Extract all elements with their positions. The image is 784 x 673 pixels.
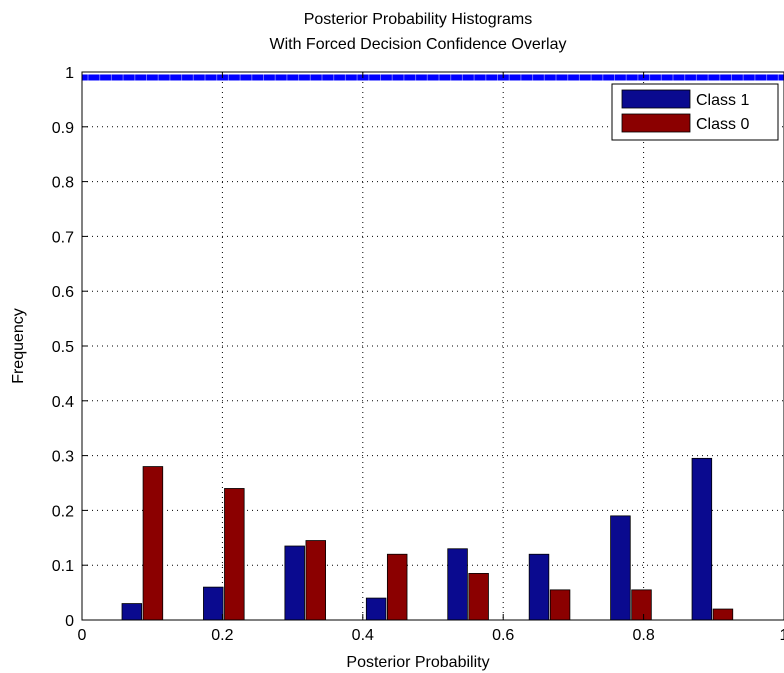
bar-class-1 — [284, 545, 305, 621]
y-tick-label: 0.1 — [52, 558, 74, 575]
y-tick-label: 0.7 — [52, 229, 74, 246]
chart-title-line-1: Posterior Probability Histograms — [304, 11, 533, 28]
ticks-layer: 0 0.2 0.4 0.6 0.8 1 0 0.1 0.2 0.3 0.4 0.5 0.6 0.7 0.8 0… — [52, 65, 784, 644]
bar-class-1 — [691, 457, 713, 621]
bar-class-0 — [142, 466, 164, 621]
legend-label-class-0: Class 0 — [696, 116, 749, 133]
y-tick-label: 0.3 — [52, 449, 74, 466]
bar-class-1 — [365, 597, 387, 621]
legend-swatch-class-1 — [621, 89, 691, 109]
x-tick-label: 0.4 — [352, 627, 374, 644]
confidence-overlay-line — [82, 74, 784, 81]
bar-class-0 — [631, 589, 652, 621]
x-tick-label: 0.6 — [492, 627, 514, 644]
legend-swatch-class-0 — [621, 113, 691, 133]
bar-class-1 — [610, 515, 631, 621]
bar-class-1 — [528, 553, 550, 621]
x-axis-label: Posterior Probability — [346, 654, 489, 671]
y-tick-label: 0.5 — [52, 339, 74, 356]
bar-class-0 — [224, 488, 245, 621]
legend: Class 1 Class 0 — [611, 83, 779, 141]
bar-class-1 — [121, 603, 143, 621]
x-tick-label: 0 — [78, 627, 87, 644]
y-tick-label: 0 — [65, 613, 74, 630]
bar-class-1 — [447, 548, 468, 621]
y-tick-label: 0.4 — [52, 394, 74, 411]
bar-class-0 — [386, 553, 408, 621]
bar-class-0 — [549, 589, 571, 621]
x-tick-label: 1 — [780, 627, 784, 644]
overlay-layer — [82, 74, 784, 81]
bar-class-0 — [712, 608, 734, 621]
y-axis-label: Frequency — [10, 308, 27, 384]
y-tick-label: 0.6 — [52, 284, 74, 301]
x-tick-label: 0.8 — [632, 627, 654, 644]
y-tick-label: 0.2 — [52, 503, 74, 520]
bar-class-0 — [305, 540, 326, 621]
y-tick-label: 0.9 — [52, 120, 74, 137]
y-tick-label: 1 — [65, 65, 74, 82]
bars-layer — [121, 457, 734, 621]
chart-title-line-2: With Forced Decision Confidence Overlay — [269, 36, 566, 53]
bar-class-1 — [203, 586, 224, 621]
x-tick-label: 0.2 — [211, 627, 233, 644]
bar-class-0 — [468, 573, 489, 621]
y-tick-label: 0.8 — [52, 175, 74, 192]
grid-layer — [82, 72, 784, 620]
legend-label-class-1: Class 1 — [696, 92, 749, 109]
